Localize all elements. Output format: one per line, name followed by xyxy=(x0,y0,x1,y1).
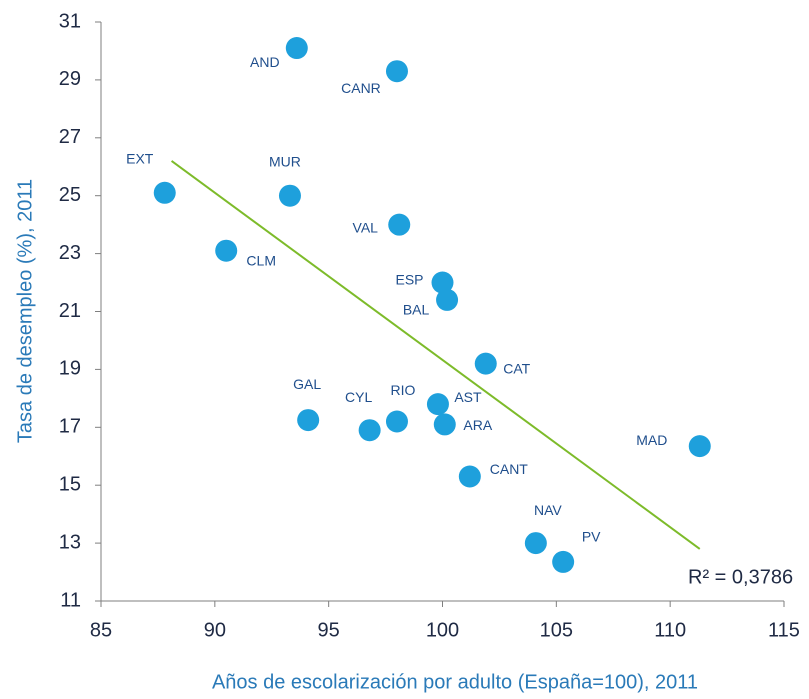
point xyxy=(153,181,176,204)
y-tick-label: 25 xyxy=(59,184,81,206)
point-label: VAL xyxy=(353,219,379,235)
point xyxy=(474,352,497,375)
x-tick-label: 100 xyxy=(426,619,459,641)
x-tick-label: 115 xyxy=(768,619,800,641)
y-tick-label: 15 xyxy=(59,473,81,495)
point xyxy=(385,60,408,83)
r-squared: R² = 0,3786 xyxy=(688,566,793,588)
point-label: BAL xyxy=(403,302,430,318)
x-tick-label: 90 xyxy=(204,619,226,641)
point xyxy=(285,37,308,60)
y-tick-label: 31 xyxy=(59,10,81,32)
point xyxy=(358,419,381,442)
y-tick-label: 17 xyxy=(59,416,81,438)
x-tick-label: 85 xyxy=(90,619,112,641)
x-axis-title: Años de escolarización por adulto (Españ… xyxy=(212,671,698,693)
point-label: CYL xyxy=(345,389,372,405)
y-axis-title: Tasa de desempleo (%), 2011 xyxy=(14,179,36,443)
trendline xyxy=(170,160,701,550)
y-tick-label: 23 xyxy=(59,242,81,264)
point-label: AST xyxy=(454,389,482,405)
point-label: MUR xyxy=(269,153,301,169)
point xyxy=(278,184,301,207)
y-tick-label: 11 xyxy=(60,589,81,611)
point xyxy=(524,532,547,555)
point xyxy=(436,288,459,311)
point-label: AND xyxy=(250,54,280,70)
point-label: CAT xyxy=(503,360,530,376)
point-label: PV xyxy=(582,529,601,545)
point-label: CANR xyxy=(341,80,381,96)
point-label: CANT xyxy=(490,461,529,477)
point xyxy=(388,213,411,236)
x-tick-label: 105 xyxy=(540,619,573,641)
point xyxy=(385,410,408,433)
y-tick-label: 19 xyxy=(59,358,81,380)
point-label: RIO xyxy=(391,382,416,398)
y-tick-label: 21 xyxy=(59,300,81,322)
point-label: GAL xyxy=(293,376,321,392)
x-tick-label: 95 xyxy=(318,619,340,641)
x-tick-label: 110 xyxy=(654,619,686,641)
point xyxy=(297,409,320,432)
point xyxy=(552,550,575,573)
point-label: EXT xyxy=(126,151,154,167)
point-label: CLM xyxy=(246,252,276,268)
y-tick-label: 13 xyxy=(59,531,81,553)
point xyxy=(215,239,238,262)
point xyxy=(426,393,449,416)
point-label: NAV xyxy=(534,502,562,518)
point-label: ESP xyxy=(395,271,423,287)
point-label: MAD xyxy=(636,432,667,448)
point xyxy=(433,413,456,436)
point-label: ARA xyxy=(463,417,492,433)
y-tick-label: 27 xyxy=(59,126,81,148)
point xyxy=(458,465,481,488)
point xyxy=(688,435,711,458)
point xyxy=(431,271,454,294)
y-tick-label: 29 xyxy=(59,68,81,90)
